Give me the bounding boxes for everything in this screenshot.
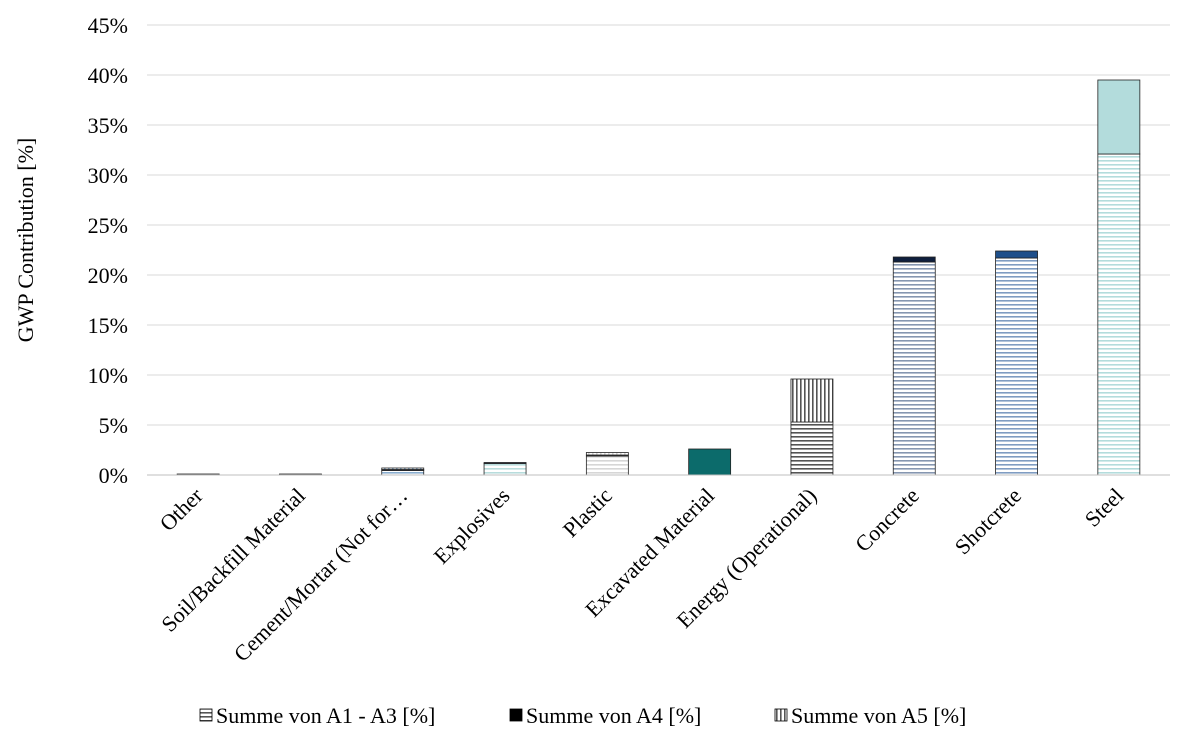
- bar-segment-1: [892, 261, 936, 476]
- bar-segment-3: [585, 452, 629, 456]
- bar-segment-1: [1097, 153, 1141, 476]
- y-tick-label: 30%: [88, 163, 128, 188]
- category-label: Cement/Mortar (Not for…: [229, 483, 413, 667]
- y-tick-label: 10%: [88, 363, 128, 388]
- y-tick-labels: 0% 5% 10% 15% 20% 25% 30% 35% 40% 45%: [88, 13, 128, 488]
- y-tick-label: 45%: [88, 13, 128, 38]
- y-tick-label: 35%: [88, 113, 128, 138]
- y-tick-label: 25%: [88, 213, 128, 238]
- y-tick-label: 5%: [99, 413, 128, 438]
- bar-segment-2: [483, 462, 527, 464]
- category-label: Plastic: [558, 483, 617, 542]
- legend-label: Summe von A5 [%]: [791, 703, 966, 728]
- bar-segment-1: [688, 448, 732, 476]
- bar-segment-3: [381, 467, 425, 470]
- bar-segment-3: [790, 378, 834, 423]
- bar-segment-1: [995, 257, 1038, 476]
- y-tick-label: 20%: [88, 263, 128, 288]
- legend-swatch: [774, 708, 788, 722]
- category-label: Shotcrete: [950, 483, 1026, 559]
- bar-segment-1: [381, 470, 425, 476]
- category-label: Explosives: [429, 483, 515, 569]
- y-tick-label: 40%: [88, 63, 128, 88]
- y-axis-title: GWP Contribution [%]: [13, 138, 38, 343]
- y-tick-label: 0%: [99, 463, 128, 488]
- legend-label: Summe von A4 [%]: [526, 703, 701, 728]
- category-label: Other: [155, 482, 209, 536]
- category-label: Steel: [1080, 483, 1129, 532]
- y-tick-label: 15%: [88, 313, 128, 338]
- legend-swatch: [199, 708, 213, 722]
- bar-segment-1: [483, 463, 527, 476]
- bar-segment-1: [790, 421, 834, 476]
- bar-segment-2: [995, 250, 1038, 259]
- gridlines: [147, 24, 1170, 426]
- legend-swatch: [509, 708, 523, 722]
- legend: Summe von A1 - A3 [%] Summe von A4 [%] Sum…: [199, 703, 966, 728]
- bar-segment-1: [585, 455, 629, 476]
- legend-label: Summe von A1 - A3 [%]: [216, 703, 435, 728]
- bar-segment-2: [892, 256, 936, 263]
- bars: [176, 79, 1141, 476]
- category-label: Concrete: [850, 483, 924, 557]
- bar-segment-3: [1097, 79, 1141, 155]
